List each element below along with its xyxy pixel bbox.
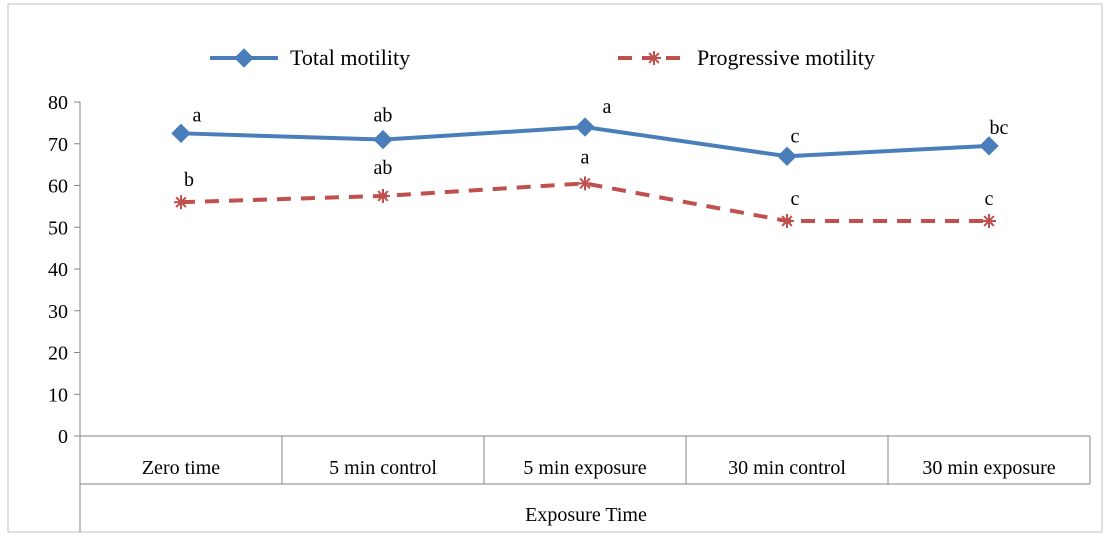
series-1: b ab a c c [174,146,996,228]
y-tick-label: 80 [48,92,68,114]
y-axis: 0 10 20 30 40 50 60 70 80 [48,92,81,448]
y-tick-label: 40 [48,259,68,281]
x-tick-label: 30 min exposure [922,457,1055,479]
chart-frame [7,3,1103,533]
data-label: ab [374,105,393,127]
data-point-asterisk [780,213,794,228]
y-tick-label: 70 [48,134,68,156]
legend-label: Progressive motility [697,45,875,70]
data-point-diamond [171,123,191,144]
data-point-asterisk [578,176,592,191]
data-point-asterisk [174,195,188,210]
legend-label: Total motility [290,45,410,70]
data-label: c [985,188,994,210]
data-point-diamond [777,146,797,166]
y-tick-label: 20 [48,343,68,365]
data-label: a [603,96,612,118]
x-tick-label: 30 min control [728,457,846,479]
series-0: a ab a c bc [171,96,1009,166]
y-tick-label: 30 [48,301,68,323]
data-point-asterisk [647,51,661,65]
legend-item-0: Total motility [210,45,410,70]
legend-item-1: Progressive motility [618,45,875,70]
data-label: a [581,146,590,168]
y-tick-label: 10 [48,384,68,406]
data-label: c [791,125,800,147]
data-label: ab [374,157,393,179]
data-point-diamond [979,136,999,156]
data-label: c [791,188,800,210]
legend: Total motility Progressive motility [210,45,875,70]
data-point-asterisk [982,213,996,228]
y-tick-label: 50 [48,217,68,239]
data-point-diamond [575,117,595,137]
data-point-asterisk [376,188,390,203]
data-label: b [184,169,194,191]
data-label: a [193,104,202,126]
x-axis: Zero time 5 min control 5 min exposure 30 m… [79,435,1091,532]
x-tick-label: Zero time [142,457,220,479]
series-layer: a ab a c bc b ab a c c [171,96,1009,228]
x-tick-label: 5 min control [329,457,437,479]
x-axis-title: Exposure Time [525,504,647,526]
data-label: bc [990,117,1009,139]
data-point-diamond [234,48,254,68]
x-tick-label: 5 min exposure [523,457,646,479]
y-tick-label: 0 [58,426,68,448]
data-point-diamond [373,129,393,150]
y-tick-label: 60 [48,176,68,198]
series-line [180,181,989,223]
